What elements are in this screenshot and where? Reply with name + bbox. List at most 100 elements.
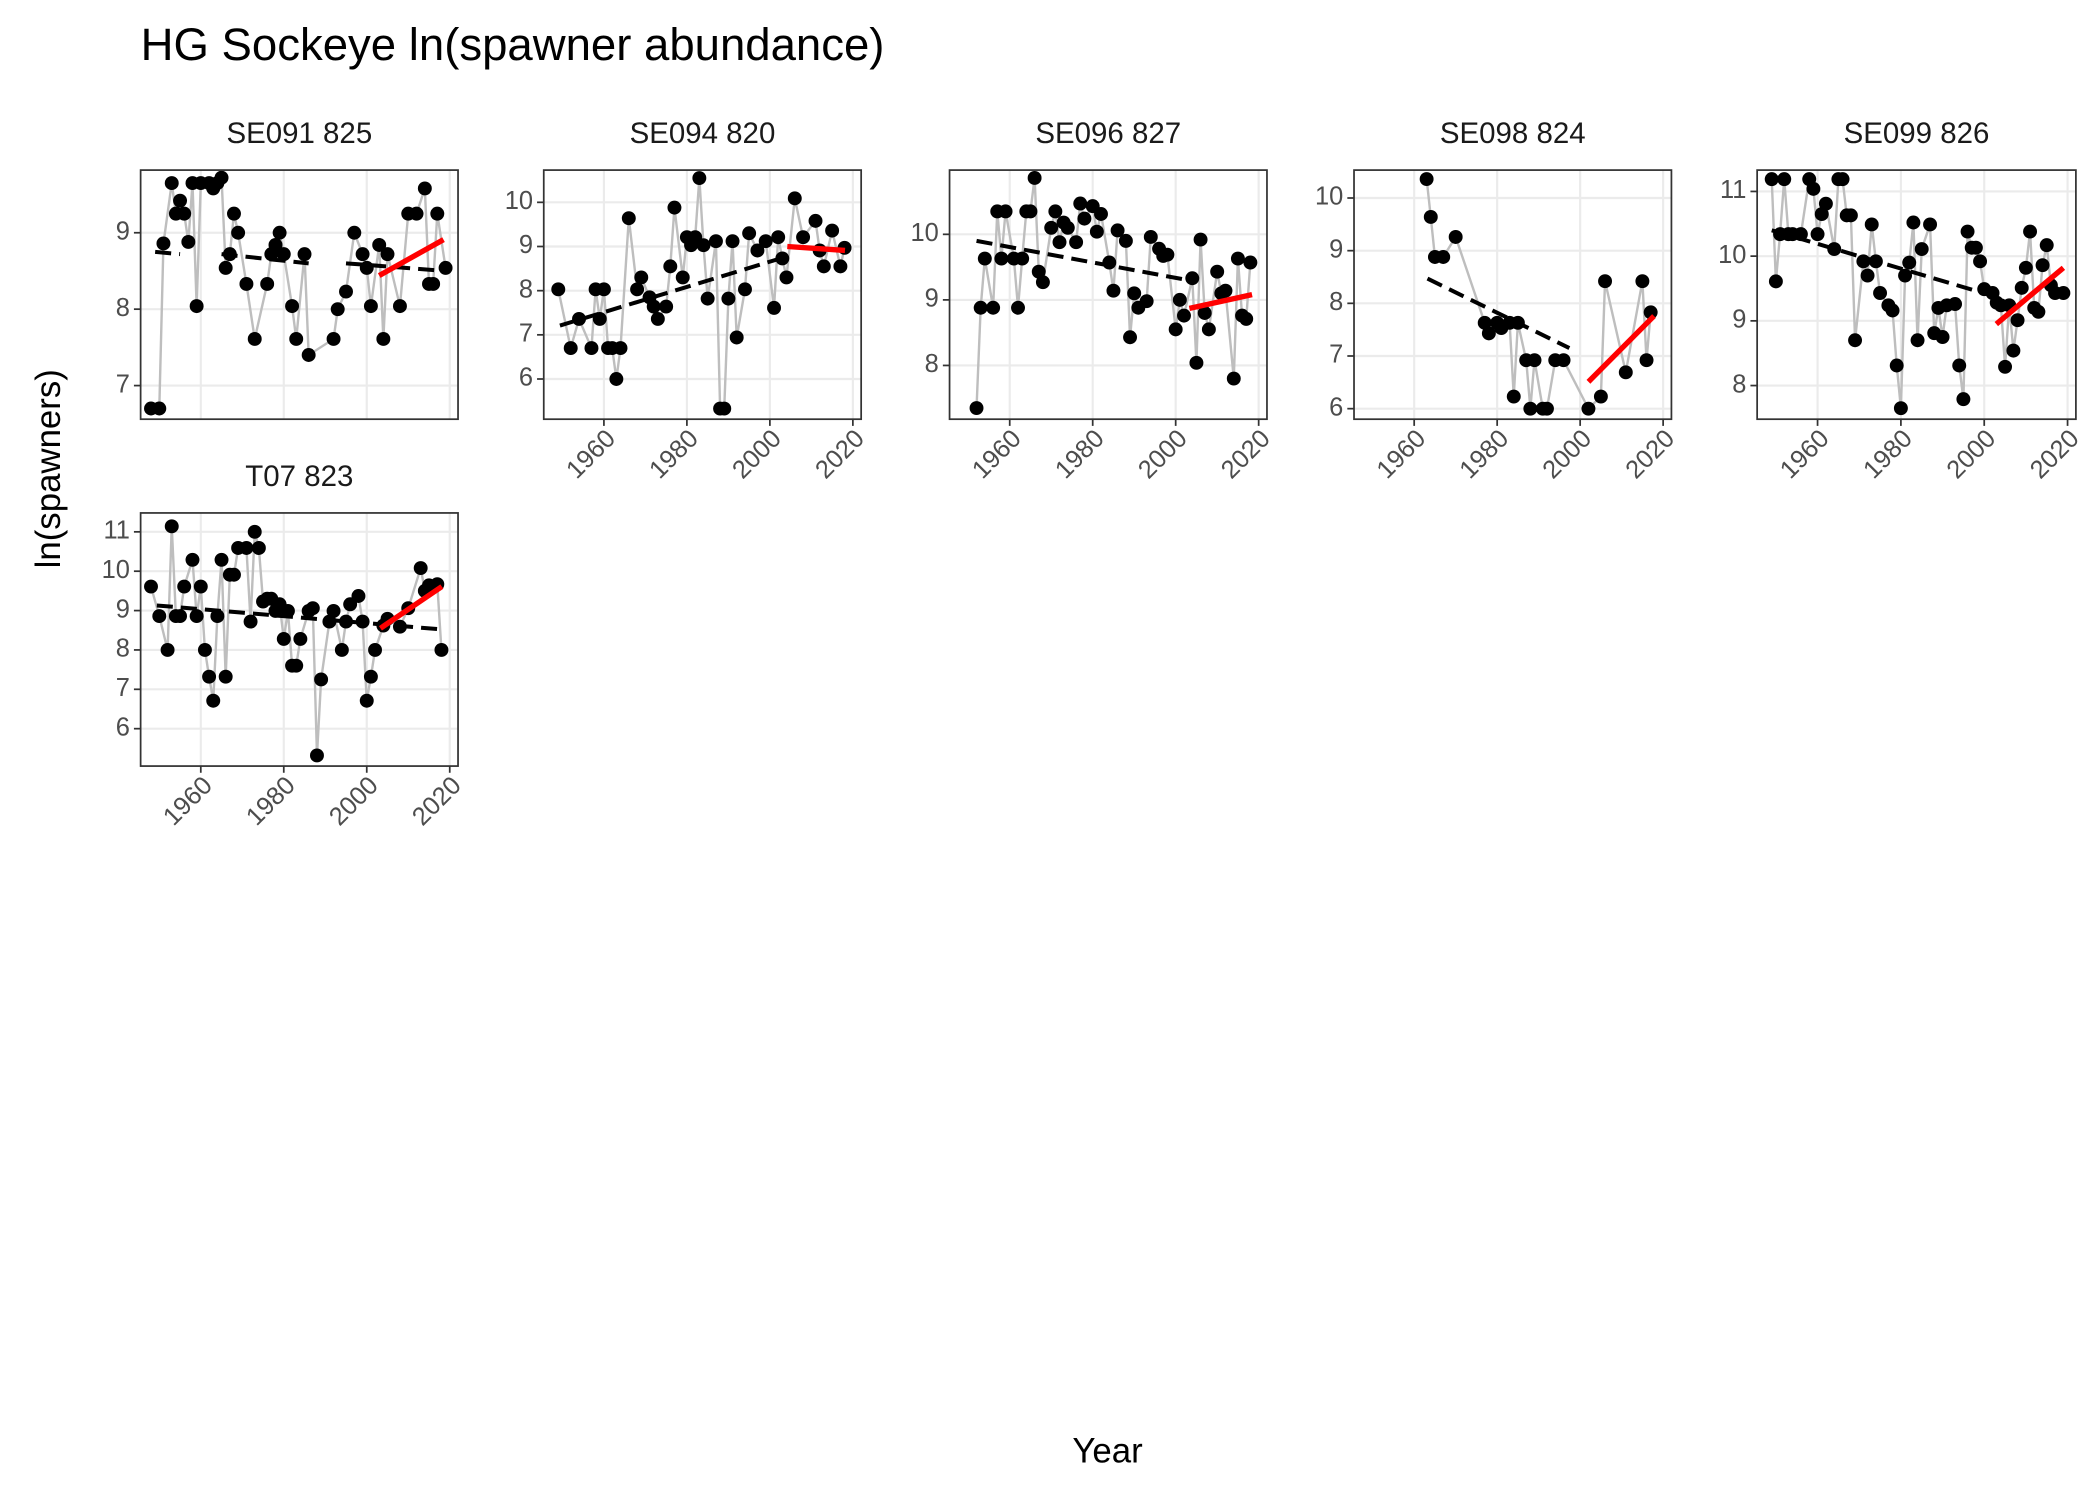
data-point xyxy=(1172,292,1187,307)
data-point xyxy=(729,330,744,345)
data-point xyxy=(210,609,225,624)
data-point xyxy=(206,693,221,708)
trend-line xyxy=(1426,276,1571,350)
data-point xyxy=(1448,230,1463,244)
data-point xyxy=(2035,258,2050,273)
data-point xyxy=(434,642,449,657)
data-point xyxy=(2039,238,2054,253)
data-point xyxy=(297,247,312,262)
data-point xyxy=(251,541,266,555)
data-point xyxy=(977,251,992,266)
data-point xyxy=(596,282,611,297)
data-point xyxy=(351,589,366,603)
data-point xyxy=(1077,211,1092,226)
data-point xyxy=(1243,255,1258,270)
panel-border xyxy=(139,512,459,767)
y-tick-label: 8 xyxy=(519,275,533,303)
data-point xyxy=(334,642,349,657)
data-point xyxy=(314,672,329,687)
data-point xyxy=(144,579,158,594)
panel-border xyxy=(1353,169,1673,421)
data-point xyxy=(1923,217,1938,232)
data-point xyxy=(1639,353,1654,368)
data-point xyxy=(1506,389,1521,404)
panel-border xyxy=(948,169,1268,421)
data-point xyxy=(1643,305,1658,320)
data-point xyxy=(742,226,757,241)
data-point xyxy=(1168,322,1183,337)
data-point xyxy=(1185,271,1200,286)
data-point xyxy=(1230,251,1245,266)
recent-trend-line xyxy=(377,237,445,278)
plot-area xyxy=(551,171,852,416)
data-point xyxy=(721,291,736,306)
data-point xyxy=(659,299,674,314)
plot-area xyxy=(144,170,453,416)
data-point xyxy=(1539,401,1554,416)
data-point xyxy=(293,631,308,646)
data-point xyxy=(239,276,254,291)
data-point xyxy=(613,341,628,356)
data-point xyxy=(239,541,254,555)
data-point xyxy=(1031,264,1046,279)
data-point xyxy=(1935,330,1950,344)
recent-trend-line xyxy=(378,584,444,631)
data-point xyxy=(1968,240,1983,255)
data-point xyxy=(1510,315,1525,330)
data-point xyxy=(621,211,636,226)
data-point xyxy=(1193,232,1208,247)
data-point xyxy=(1023,204,1038,219)
y-tick-label: 7 xyxy=(519,320,533,348)
trend-line xyxy=(976,238,1193,283)
y-tick-label: 10 xyxy=(505,187,533,215)
data-point xyxy=(592,311,607,326)
data-point xyxy=(1556,353,1571,368)
data-point xyxy=(1902,255,1917,270)
data-point xyxy=(305,601,320,616)
data-point xyxy=(667,200,682,215)
panel-border xyxy=(542,169,863,421)
data-point xyxy=(692,171,707,186)
data-point xyxy=(1593,389,1608,404)
data-point xyxy=(289,331,304,346)
data-point xyxy=(260,276,275,291)
data-point xyxy=(717,401,732,416)
data-point xyxy=(833,259,848,274)
data-point xyxy=(222,247,237,262)
data-point xyxy=(1973,254,1988,269)
data-point xyxy=(227,567,241,582)
data-point xyxy=(227,206,241,221)
data-point xyxy=(1764,172,1779,187)
data-point xyxy=(202,669,217,684)
y-tick-label: 8 xyxy=(1732,370,1746,398)
data-point xyxy=(1777,172,1792,187)
data-point xyxy=(1906,215,1921,230)
data-point xyxy=(1127,286,1142,301)
y-tick-label: 9 xyxy=(1329,235,1343,263)
data-point xyxy=(1768,274,1783,289)
data-point xyxy=(1948,297,1963,311)
data-point xyxy=(181,234,196,249)
data-point xyxy=(330,302,345,317)
data-point xyxy=(1226,371,1241,386)
data-point xyxy=(1069,235,1084,250)
data-point xyxy=(1818,196,1833,211)
data-point xyxy=(1052,235,1067,250)
data-point xyxy=(1618,365,1633,380)
data-point xyxy=(1218,283,1233,298)
y-tick-label: 9 xyxy=(925,285,939,313)
data-point xyxy=(276,247,291,262)
y-tick-label: 10 xyxy=(1315,183,1343,211)
data-point xyxy=(376,331,391,346)
y-tick-label: 9 xyxy=(116,595,130,623)
strip-title: SE091 825 xyxy=(226,117,372,150)
data-point xyxy=(825,223,840,238)
data-point xyxy=(1239,311,1254,326)
data-point xyxy=(156,236,171,251)
data-point xyxy=(1015,251,1030,266)
data-point xyxy=(1177,308,1191,323)
